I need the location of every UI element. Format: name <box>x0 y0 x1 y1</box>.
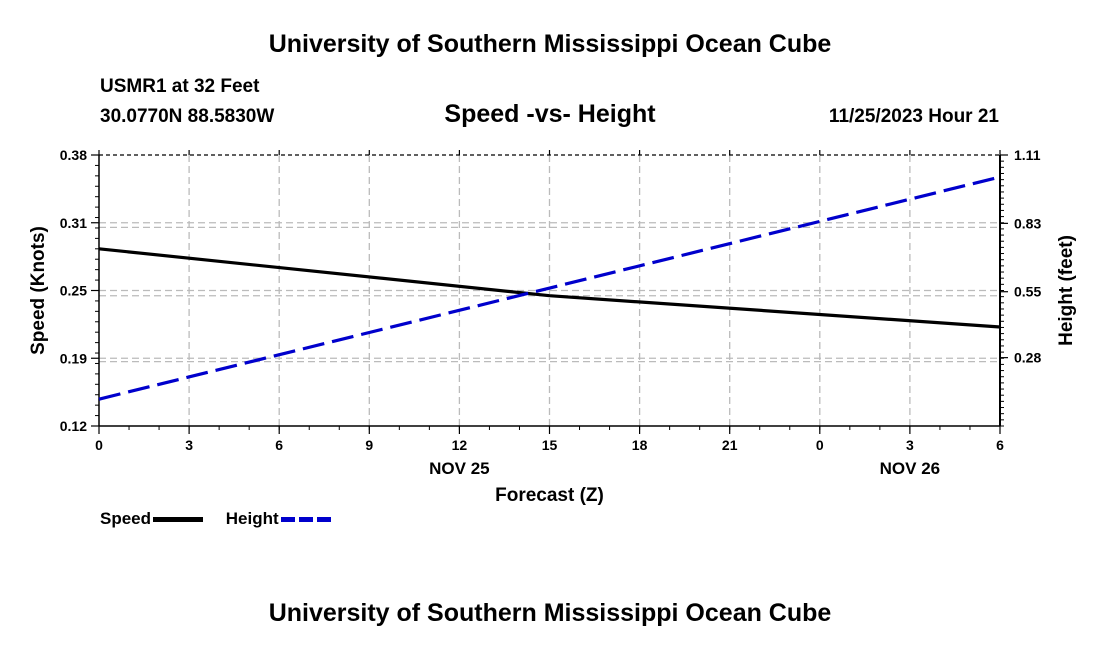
y2-tick-label: 0.55 <box>1014 284 1041 300</box>
footer-title: University of Southern Mississippi Ocean… <box>268 599 832 627</box>
x-tick-label: 18 <box>632 437 648 453</box>
x-tick-label: 6 <box>996 437 1004 453</box>
chart-subtitle: Speed -vs- Height <box>444 100 656 128</box>
y2-tick-label: 0.83 <box>1014 215 1041 231</box>
x-tick-label: 3 <box>906 437 914 453</box>
x-tick-label: 12 <box>452 437 468 453</box>
y-tick-label: 0.25 <box>60 283 87 299</box>
series-line-speed <box>98 247 1001 329</box>
y-tick-label: 0.12 <box>60 418 87 434</box>
y2-tick-label: 1.11 <box>1014 147 1041 163</box>
y2-tick-label: 0.28 <box>1014 350 1041 366</box>
legend-item-height: Height <box>226 509 331 529</box>
x-date-label: NOV 26 <box>880 459 940 478</box>
x-axis-label: Forecast (Z) <box>495 485 604 506</box>
x-tick-label: 21 <box>722 437 738 453</box>
x-date-label: NOV 25 <box>429 459 489 478</box>
legend-label-speed: Speed <box>100 509 152 528</box>
x-tick-label: 9 <box>365 437 373 453</box>
y-tick-label: 0.31 <box>60 215 87 231</box>
series-line-height <box>98 175 1001 401</box>
y2-axis-label: Height (feet) <box>1056 235 1077 346</box>
legend-item-speed: Speed <box>100 509 204 529</box>
x-tick-label: 15 <box>542 437 558 453</box>
legend: Speed Height <box>100 509 349 529</box>
y-tick-label: 0.19 <box>60 350 87 366</box>
legend-swatch-height <box>280 516 331 522</box>
legend-swatch-speed <box>153 516 204 522</box>
x-tick-label: 6 <box>275 437 283 453</box>
station-label: USMR1 at 32 Feet <box>100 76 260 97</box>
station-coordinates: 30.0770N 88.5830W <box>100 106 275 127</box>
x-tick-label: 0 <box>95 437 103 453</box>
legend-label-height: Height <box>225 509 279 528</box>
forecast-datetime: 11/25/2023 Hour 21 <box>828 106 999 127</box>
chart-title: University of Southern Mississippi Ocean… <box>268 30 832 58</box>
x-tick-label: 0 <box>816 437 824 453</box>
y-axis-label: Speed (Knots) <box>28 226 49 355</box>
y-tick-label: 0.38 <box>60 147 87 163</box>
x-tick-label: 3 <box>185 437 193 453</box>
